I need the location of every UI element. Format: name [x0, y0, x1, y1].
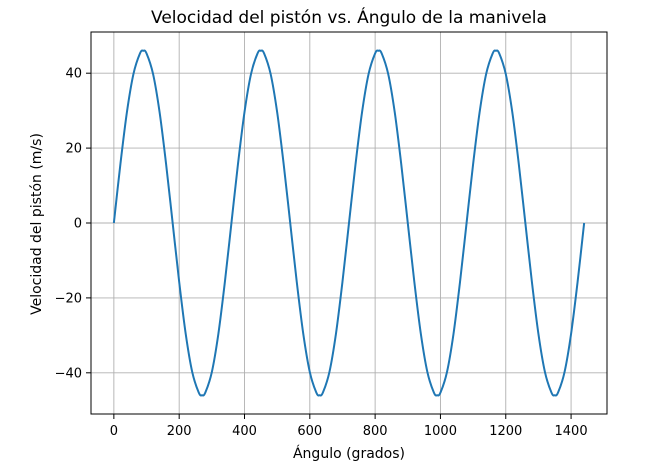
x-tick-label: 400	[232, 424, 257, 439]
y-axis-label: Velocidad del pistón (m/s)	[29, 133, 45, 315]
x-axis: 0 200 400 600 800 1000 1200 1400	[110, 414, 588, 439]
chart-title: Velocidad del pistón vs. Ángulo de la ma…	[151, 6, 547, 28]
x-tick-label: 1000	[424, 424, 457, 439]
grid	[91, 32, 607, 414]
x-tick-label: 600	[297, 424, 322, 439]
y-tick-label: −40	[55, 366, 82, 381]
x-tick-label: 200	[167, 424, 192, 439]
y-axis: −40 −20 0 20 40	[55, 67, 91, 381]
y-tick-label: 40	[65, 67, 82, 82]
x-tick-label: 1400	[555, 424, 588, 439]
y-tick-label: 20	[65, 142, 82, 157]
x-tick-label: 1200	[489, 424, 522, 439]
y-tick-label: 0	[74, 217, 82, 232]
x-tick-label: 800	[363, 424, 388, 439]
series-layer	[112, 49, 586, 397]
x-axis-label: Ángulo (grados)	[293, 445, 405, 462]
series-line	[112, 49, 586, 397]
x-tick-label: 0	[110, 424, 118, 439]
y-tick-label: −20	[55, 291, 82, 306]
